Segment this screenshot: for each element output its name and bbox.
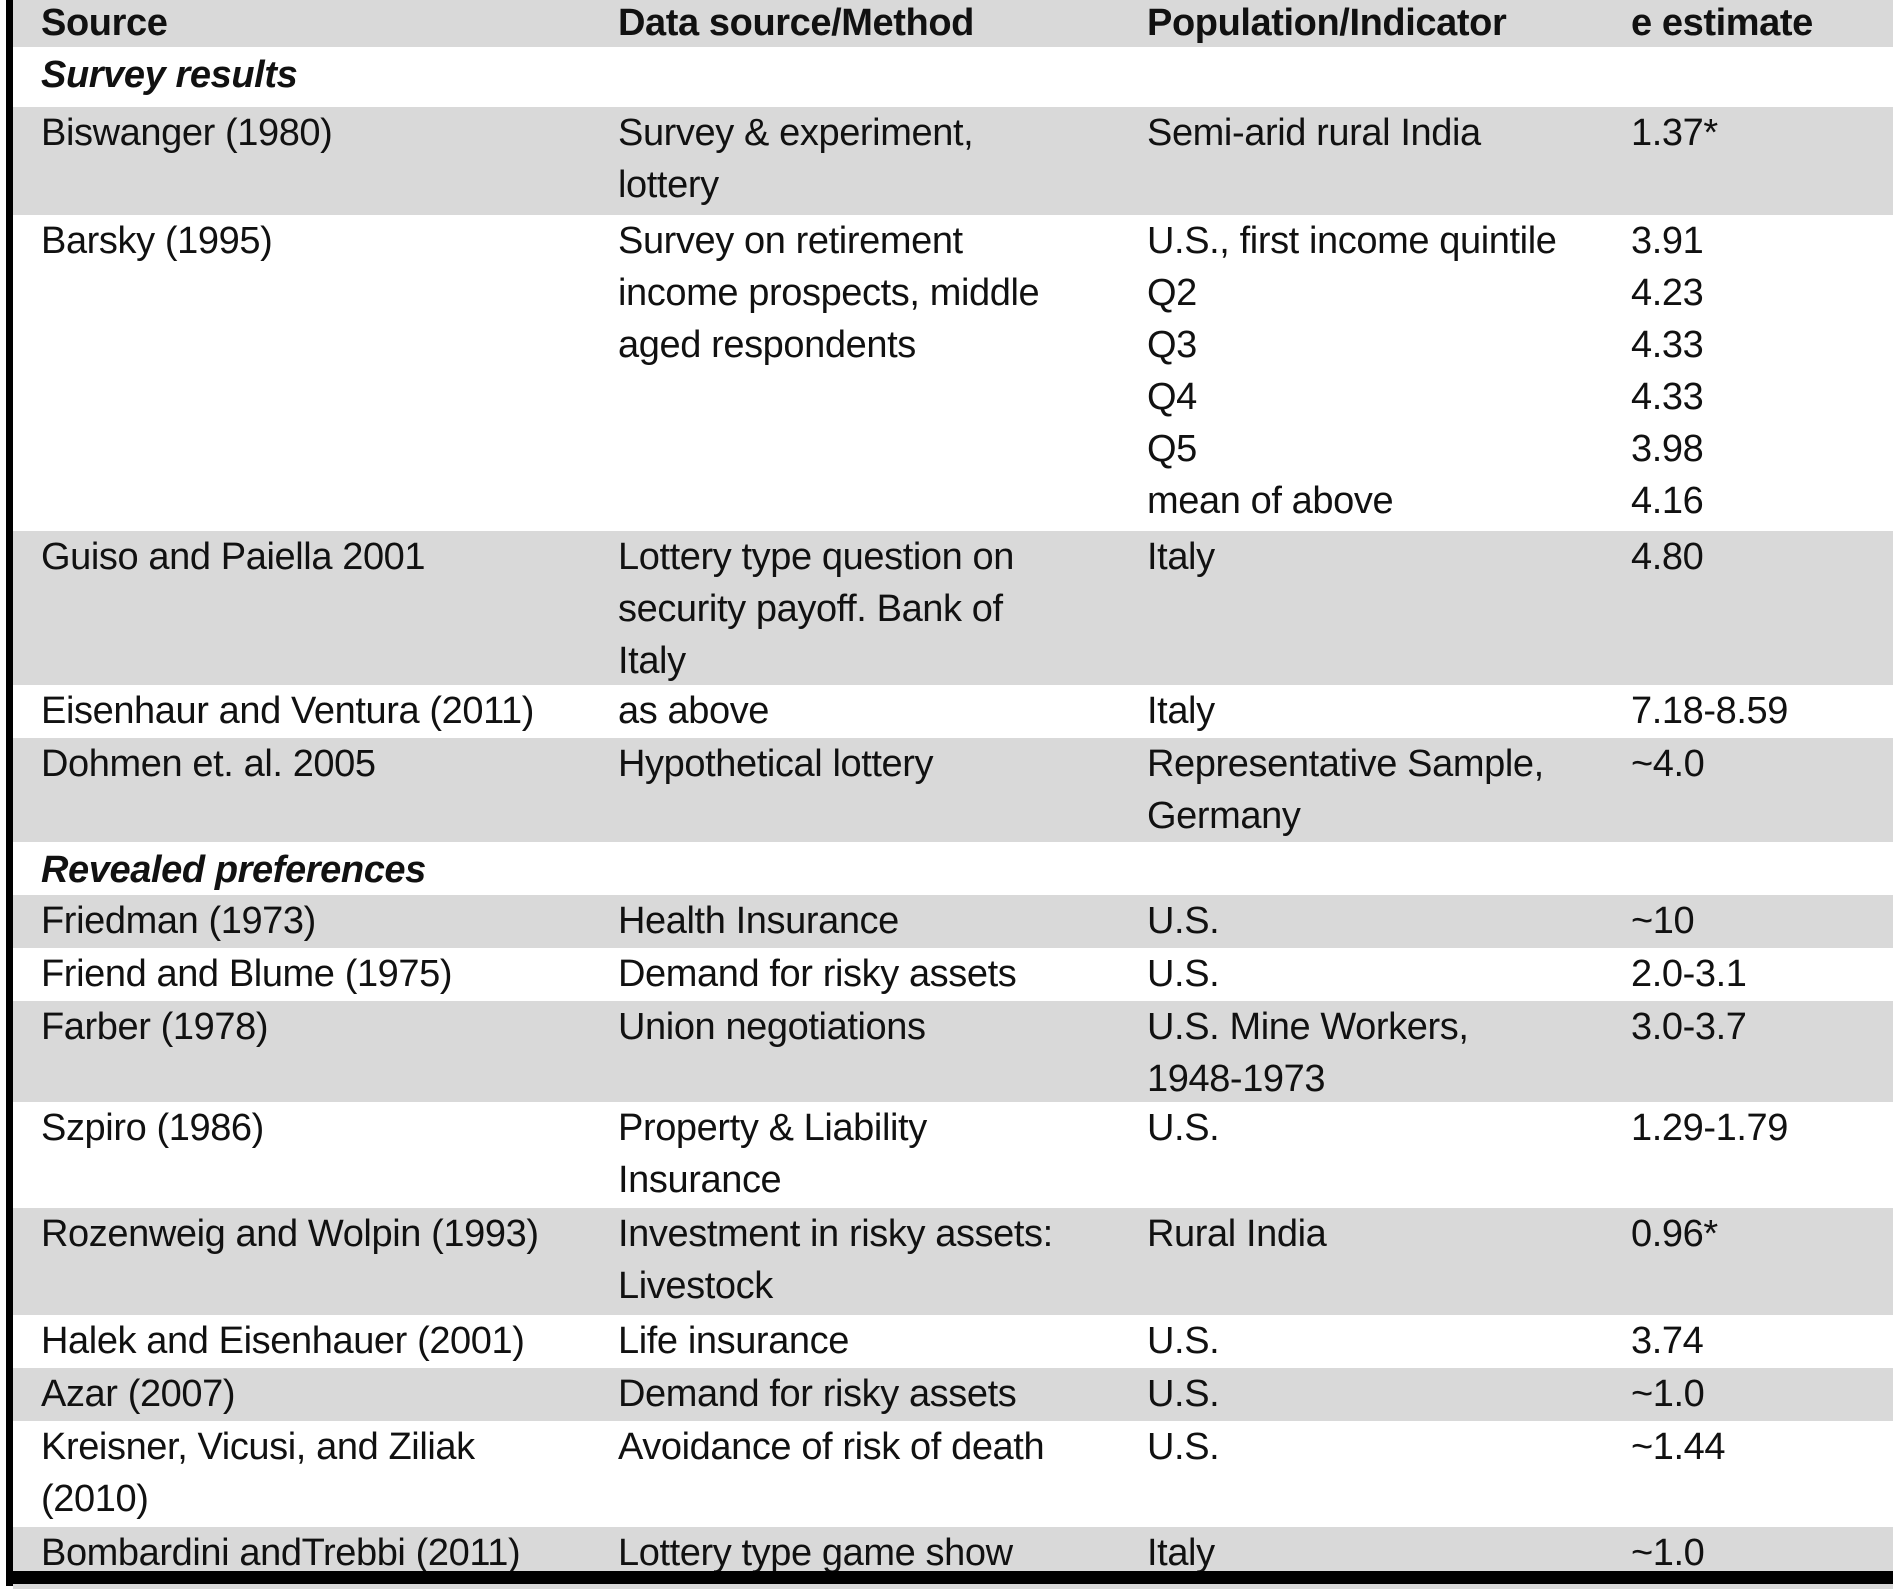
cell-source: Friend and Blume (1975) xyxy=(41,953,453,995)
cell-method: Survey & experiment, lottery xyxy=(618,112,974,206)
table-row-azar: Azar (2007) Demand for risky assets U.S.… xyxy=(13,1368,1893,1421)
cell-source: Kreisner, Vicusi, and Ziliak (2010) xyxy=(41,1426,475,1520)
cell-estimate: 1.37* xyxy=(1631,112,1718,154)
section-header-revealed-preferences: Revealed preferences xyxy=(13,842,1893,895)
section-header-survey-results: Survey results xyxy=(13,47,1893,107)
table-row-friend-blume: Friend and Blume (1975) Demand for risky… xyxy=(13,948,1893,1001)
cell-estimate: ~10 xyxy=(1631,900,1695,942)
table-row-guiso: Guiso and Paiella 2001 Lottery type ques… xyxy=(13,531,1893,685)
cell-source: Rozenweig and Wolpin (1993) xyxy=(41,1213,539,1255)
cell-source: Biswanger (1980) xyxy=(41,112,333,154)
table-bottom-border xyxy=(6,1571,1893,1584)
table-row-rozenweig: Rozenweig and Wolpin (1993) Investment i… xyxy=(13,1208,1893,1315)
cell-method: Hypothetical lottery xyxy=(618,743,934,785)
cell-method: Investment in risky assets: Livestock xyxy=(618,1213,1053,1307)
cell-source: Azar (2007) xyxy=(41,1373,236,1415)
cell-source: Bombardini andTrebbi (2011) xyxy=(41,1532,521,1574)
cell-population: U.S. xyxy=(1147,953,1220,995)
section-label: Survey results xyxy=(41,54,298,96)
cell-population: U.S. Mine Workers, 1948-1973 xyxy=(1147,1006,1469,1100)
column-header-method: Data source/Method xyxy=(618,2,974,44)
cell-population: Semi-arid rural India xyxy=(1147,112,1481,154)
cell-source: Guiso and Paiella 2001 xyxy=(41,536,426,578)
cell-population: Italy xyxy=(1147,690,1215,732)
cell-population: Italy xyxy=(1147,536,1215,578)
cell-source: Friedman (1973) xyxy=(41,900,316,942)
cell-method: Lottery type game show xyxy=(618,1532,1013,1574)
cell-estimate: ~1.44 xyxy=(1631,1426,1726,1468)
cell-method: Property & Liability Insurance xyxy=(618,1107,927,1201)
column-header-estimate: e estimate xyxy=(1631,2,1813,44)
cell-source: Barsky (1995) xyxy=(41,220,273,262)
cell-method: Avoidance of risk of death xyxy=(618,1426,1045,1468)
table-row-szpiro: Szpiro (1986) Property & Liability Insur… xyxy=(13,1102,1893,1208)
table-row-eisenhaur: Eisenhaur and Ventura (2011) as above It… xyxy=(13,685,1893,738)
cell-method: Union negotiations xyxy=(618,1006,926,1048)
cell-source: Halek and Eisenhauer (2001) xyxy=(41,1320,525,1362)
table-row-biswanger: Biswanger (1980) Survey & experiment, lo… xyxy=(13,107,1893,215)
cell-population: Italy xyxy=(1147,1532,1215,1574)
table-row-dohmen: Dohmen et. al. 2005 Hypothetical lottery… xyxy=(13,738,1893,842)
cell-population: U.S., first income quintile Q2 Q3 Q4 Q5 … xyxy=(1147,220,1557,522)
cell-method: Demand for risky assets xyxy=(618,1373,1017,1415)
cell-estimate: ~4.0 xyxy=(1631,743,1705,785)
cell-estimate: 2.0-3.1 xyxy=(1631,953,1747,995)
cell-population: U.S. xyxy=(1147,900,1220,942)
table-row-halek: Halek and Eisenhauer (2001) Life insuran… xyxy=(13,1315,1893,1368)
table-row-kreisner: Kreisner, Vicusi, and Ziliak (2010) Avoi… xyxy=(13,1421,1893,1527)
column-header-source: Source xyxy=(41,2,168,44)
cell-population: U.S. xyxy=(1147,1373,1220,1415)
table-left-border xyxy=(6,0,13,1586)
cell-population: U.S. xyxy=(1147,1107,1220,1149)
column-header-population: Population/Indicator xyxy=(1147,2,1507,44)
cell-method: as above xyxy=(618,690,770,732)
cell-estimate: 7.18-8.59 xyxy=(1631,690,1788,732)
cell-estimate: 3.74 xyxy=(1631,1320,1704,1362)
table-row-barsky: Barsky (1995) Survey on retirement incom… xyxy=(13,215,1893,531)
cell-source: Eisenhaur and Ventura (2011) xyxy=(41,690,535,732)
estimates-table: Source Data source/Method Population/Ind… xyxy=(13,0,1893,1589)
cell-method: Survey on retirement income prospects, m… xyxy=(618,220,1040,366)
cell-estimate: 3.0-3.7 xyxy=(1631,1006,1747,1048)
cell-estimate: 1.29-1.79 xyxy=(1631,1107,1788,1149)
cell-method: Demand for risky assets xyxy=(618,953,1017,995)
cell-estimate: ~1.0 xyxy=(1631,1373,1705,1415)
cell-estimate: 3.91 4.23 4.33 4.33 3.98 4.16 xyxy=(1631,220,1704,522)
cell-estimate: 0.96* xyxy=(1631,1213,1718,1255)
cell-population: U.S. xyxy=(1147,1320,1220,1362)
cell-method: Health Insurance xyxy=(618,900,899,942)
cell-estimate: ~1.0 xyxy=(1631,1532,1705,1574)
cell-source: Szpiro (1986) xyxy=(41,1107,264,1149)
cell-population: Representative Sample, Germany xyxy=(1147,743,1544,837)
cell-method: Lottery type question on security payoff… xyxy=(618,536,1015,682)
cell-population: Rural India xyxy=(1147,1213,1327,1255)
cell-method: Life insurance xyxy=(618,1320,849,1362)
table-row-farber: Farber (1978) Union negotiations U.S. Mi… xyxy=(13,1001,1893,1102)
section-label: Revealed preferences xyxy=(41,849,426,891)
table-row-friedman: Friedman (1973) Health Insurance U.S. ~1… xyxy=(13,895,1893,948)
table-header-row: Source Data source/Method Population/Ind… xyxy=(13,0,1893,47)
cell-population: U.S. xyxy=(1147,1426,1220,1468)
cell-estimate: 4.80 xyxy=(1631,536,1704,578)
cell-source: Dohmen et. al. 2005 xyxy=(41,743,376,785)
cell-source: Farber (1978) xyxy=(41,1006,269,1048)
